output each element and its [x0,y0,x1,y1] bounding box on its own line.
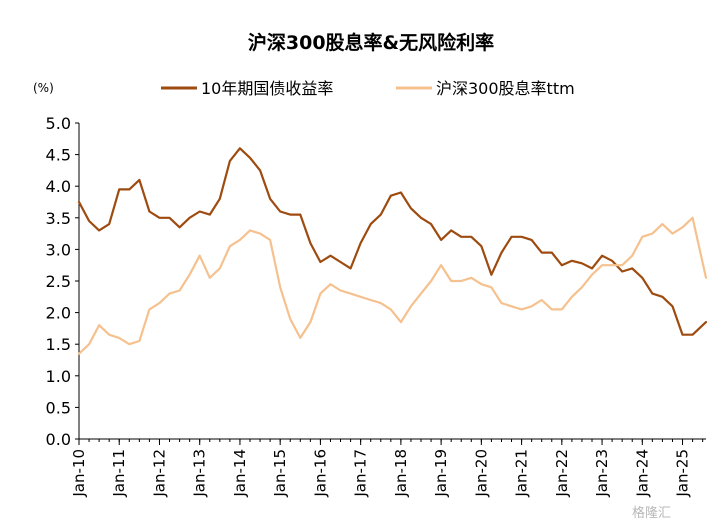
x-tick-label: Jan-18 [392,449,410,498]
x-tick-label: Jan-24 [633,449,651,498]
x-tick-label: Jan-14 [231,449,249,498]
x-tick-label: Jan-13 [191,449,209,498]
y-tick-label: 3.0 [46,240,71,259]
series-line-1 [77,147,707,336]
y-tick-label: 0.5 [46,398,71,417]
y-tick-label: 4.5 [46,146,71,165]
x-tick-label: Jan-11 [110,449,128,498]
x-tick-label: Jan-12 [150,449,168,498]
y-tick-label: 4.0 [46,177,71,196]
x-tick-label: Jan-19 [432,449,450,498]
y-tick-label: 2.0 [46,304,71,323]
chart-title: 沪深300股息率&无风险利率 [248,31,494,54]
x-axis: Jan-10 Jan-11 Jan-12 Jan-13 Jan-14 Jan-15 Jan-… [70,438,706,498]
x-tick-label: Jan-16 [311,449,329,498]
y-tick-label: 1.5 [46,335,71,354]
y-tick-label: 5.0 [46,114,71,133]
y-axis: 0.0 0.5 1.0 1.5 2.0 2.5 3.0 3.5 4.0 4.5 5.0 [46,114,80,449]
legend-label-2: 沪深300股息率ttm [436,79,575,98]
series-layer [77,147,707,355]
x-tick-label: Jan-22 [553,449,571,498]
series-line-2 [77,216,707,355]
x-tick-label: Jan-23 [593,449,611,498]
x-tick-label: Jan-25 [674,449,692,498]
x-tick-label: Jan-15 [271,449,289,498]
y-tick-label: 3.5 [46,209,71,228]
x-tick-label: Jan-20 [472,449,490,498]
y-tick-label: 0.0 [46,430,71,449]
y-axis-unit-label: (%) [33,81,54,95]
legend: 10年期国债收益率 沪深300股息率ttm [161,79,575,98]
legend-label-1: 10年期国债收益率 [201,79,333,98]
y-tick-label: 1.0 [46,367,71,386]
watermark-text: 格隆汇 [632,506,672,521]
y-tick-label: 2.5 [46,272,71,291]
x-tick-label: Jan-21 [513,449,531,498]
x-tick-label: Jan-10 [70,449,88,498]
x-tick-label: Jan-17 [352,449,370,498]
